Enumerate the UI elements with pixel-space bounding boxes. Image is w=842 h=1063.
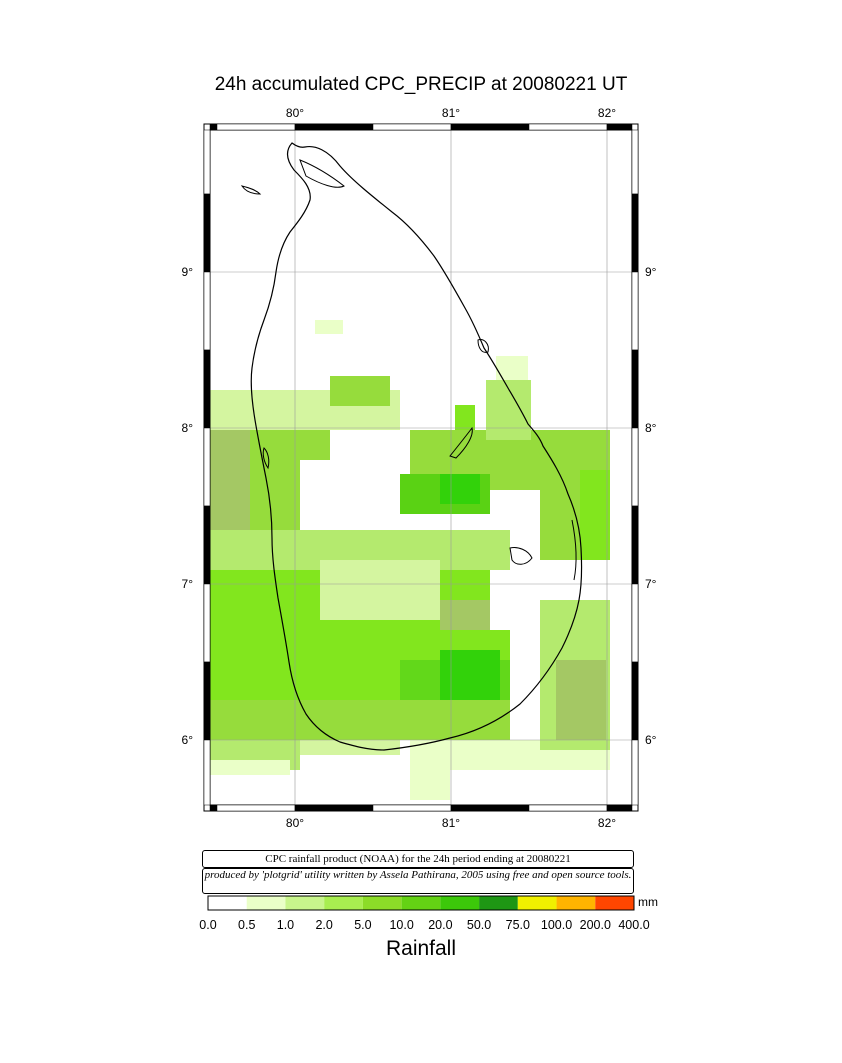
inland-reservoir [449,426,473,459]
sri-lanka-coastline [250,142,583,751]
legend-swatch [517,896,557,910]
lon-tick-label: 80° [286,106,304,120]
graticule [210,130,632,805]
legend-label: 0.0 [199,918,217,932]
lat-tick-label: 9° [645,265,657,279]
lon-tick-label: 82° [598,106,616,120]
legend-swatch [401,896,441,910]
legend-swatch [362,896,402,910]
legend-swatch [595,896,634,910]
legend-unit: mm [638,895,658,909]
legend-swatch [285,896,325,910]
lat-tick-label: 6° [182,733,194,747]
rain-cell [440,474,480,504]
legend-swatch [479,896,518,910]
legend-label: 1.0 [276,918,295,932]
mannar-island [240,185,262,195]
rain-cell [300,740,400,755]
lat-tick-label: 7° [182,577,194,591]
legend-label: 50.0 [466,918,492,932]
legend-label: 2.0 [315,918,333,932]
legend-swatch [556,896,596,910]
rain-cell [320,560,440,620]
rain-gap [300,460,400,530]
senanayake-reservoir [509,547,533,565]
legend-swatch [246,896,286,910]
legend-label: 200.0 [579,918,611,932]
legend-colorbar [207,895,635,911]
coordinate-labels: 80° 80° 81° 81° 82° 82° 9° 9° 8° 8° 7° 7° 6° 6° [182,106,657,830]
lagoon-east [477,339,489,353]
lon-tick-label: 80° [286,816,304,830]
legend-label: 100.0 [540,918,573,932]
map-frame [203,123,639,812]
legend-label: 400.0 [618,918,650,932]
legend-swatch [208,896,247,910]
legend-title: Rainfall [385,937,457,960]
legend-swatch [324,896,363,910]
legend-label: 10.0 [389,918,414,932]
legend-swatch [440,896,480,910]
lon-tick-label: 81° [442,106,460,120]
legend-label: 20.0 [428,918,453,932]
lat-tick-label: 8° [182,421,194,435]
lat-tick-label: 9° [182,265,194,279]
jaffna-lagoon [299,159,345,188]
rain-cell [556,660,606,740]
legend-label: 0.5 [238,918,256,932]
rain-cell [580,470,610,560]
batticaloa-lagoon [571,519,577,581]
rain-cell [330,376,390,406]
puttalam-lagoon [262,447,270,470]
lat-tick-label: 6° [645,733,657,747]
lat-tick-label: 8° [645,421,657,435]
rain-cell [410,770,450,800]
rain-cell [210,430,250,530]
map-title: 24h accumulated CPC_PRECIP at 20080221 U… [214,74,628,95]
rainfall-grid [210,320,610,800]
lat-tick-label: 7° [645,577,657,591]
rain-cell [440,650,500,700]
rain-cell [210,700,510,740]
rain-cell [210,760,290,775]
rain-cell-north [315,320,343,334]
legend-label: 75.0 [505,918,530,932]
credit-line-2: produced by 'plotgrid' utility written b… [202,868,634,894]
legend-label: 5.0 [354,918,372,932]
lon-tick-label: 81° [442,816,460,830]
credit-line-1: CPC rainfall product (NOAA) for the 24h … [202,850,634,868]
lon-tick-label: 82° [598,816,616,830]
